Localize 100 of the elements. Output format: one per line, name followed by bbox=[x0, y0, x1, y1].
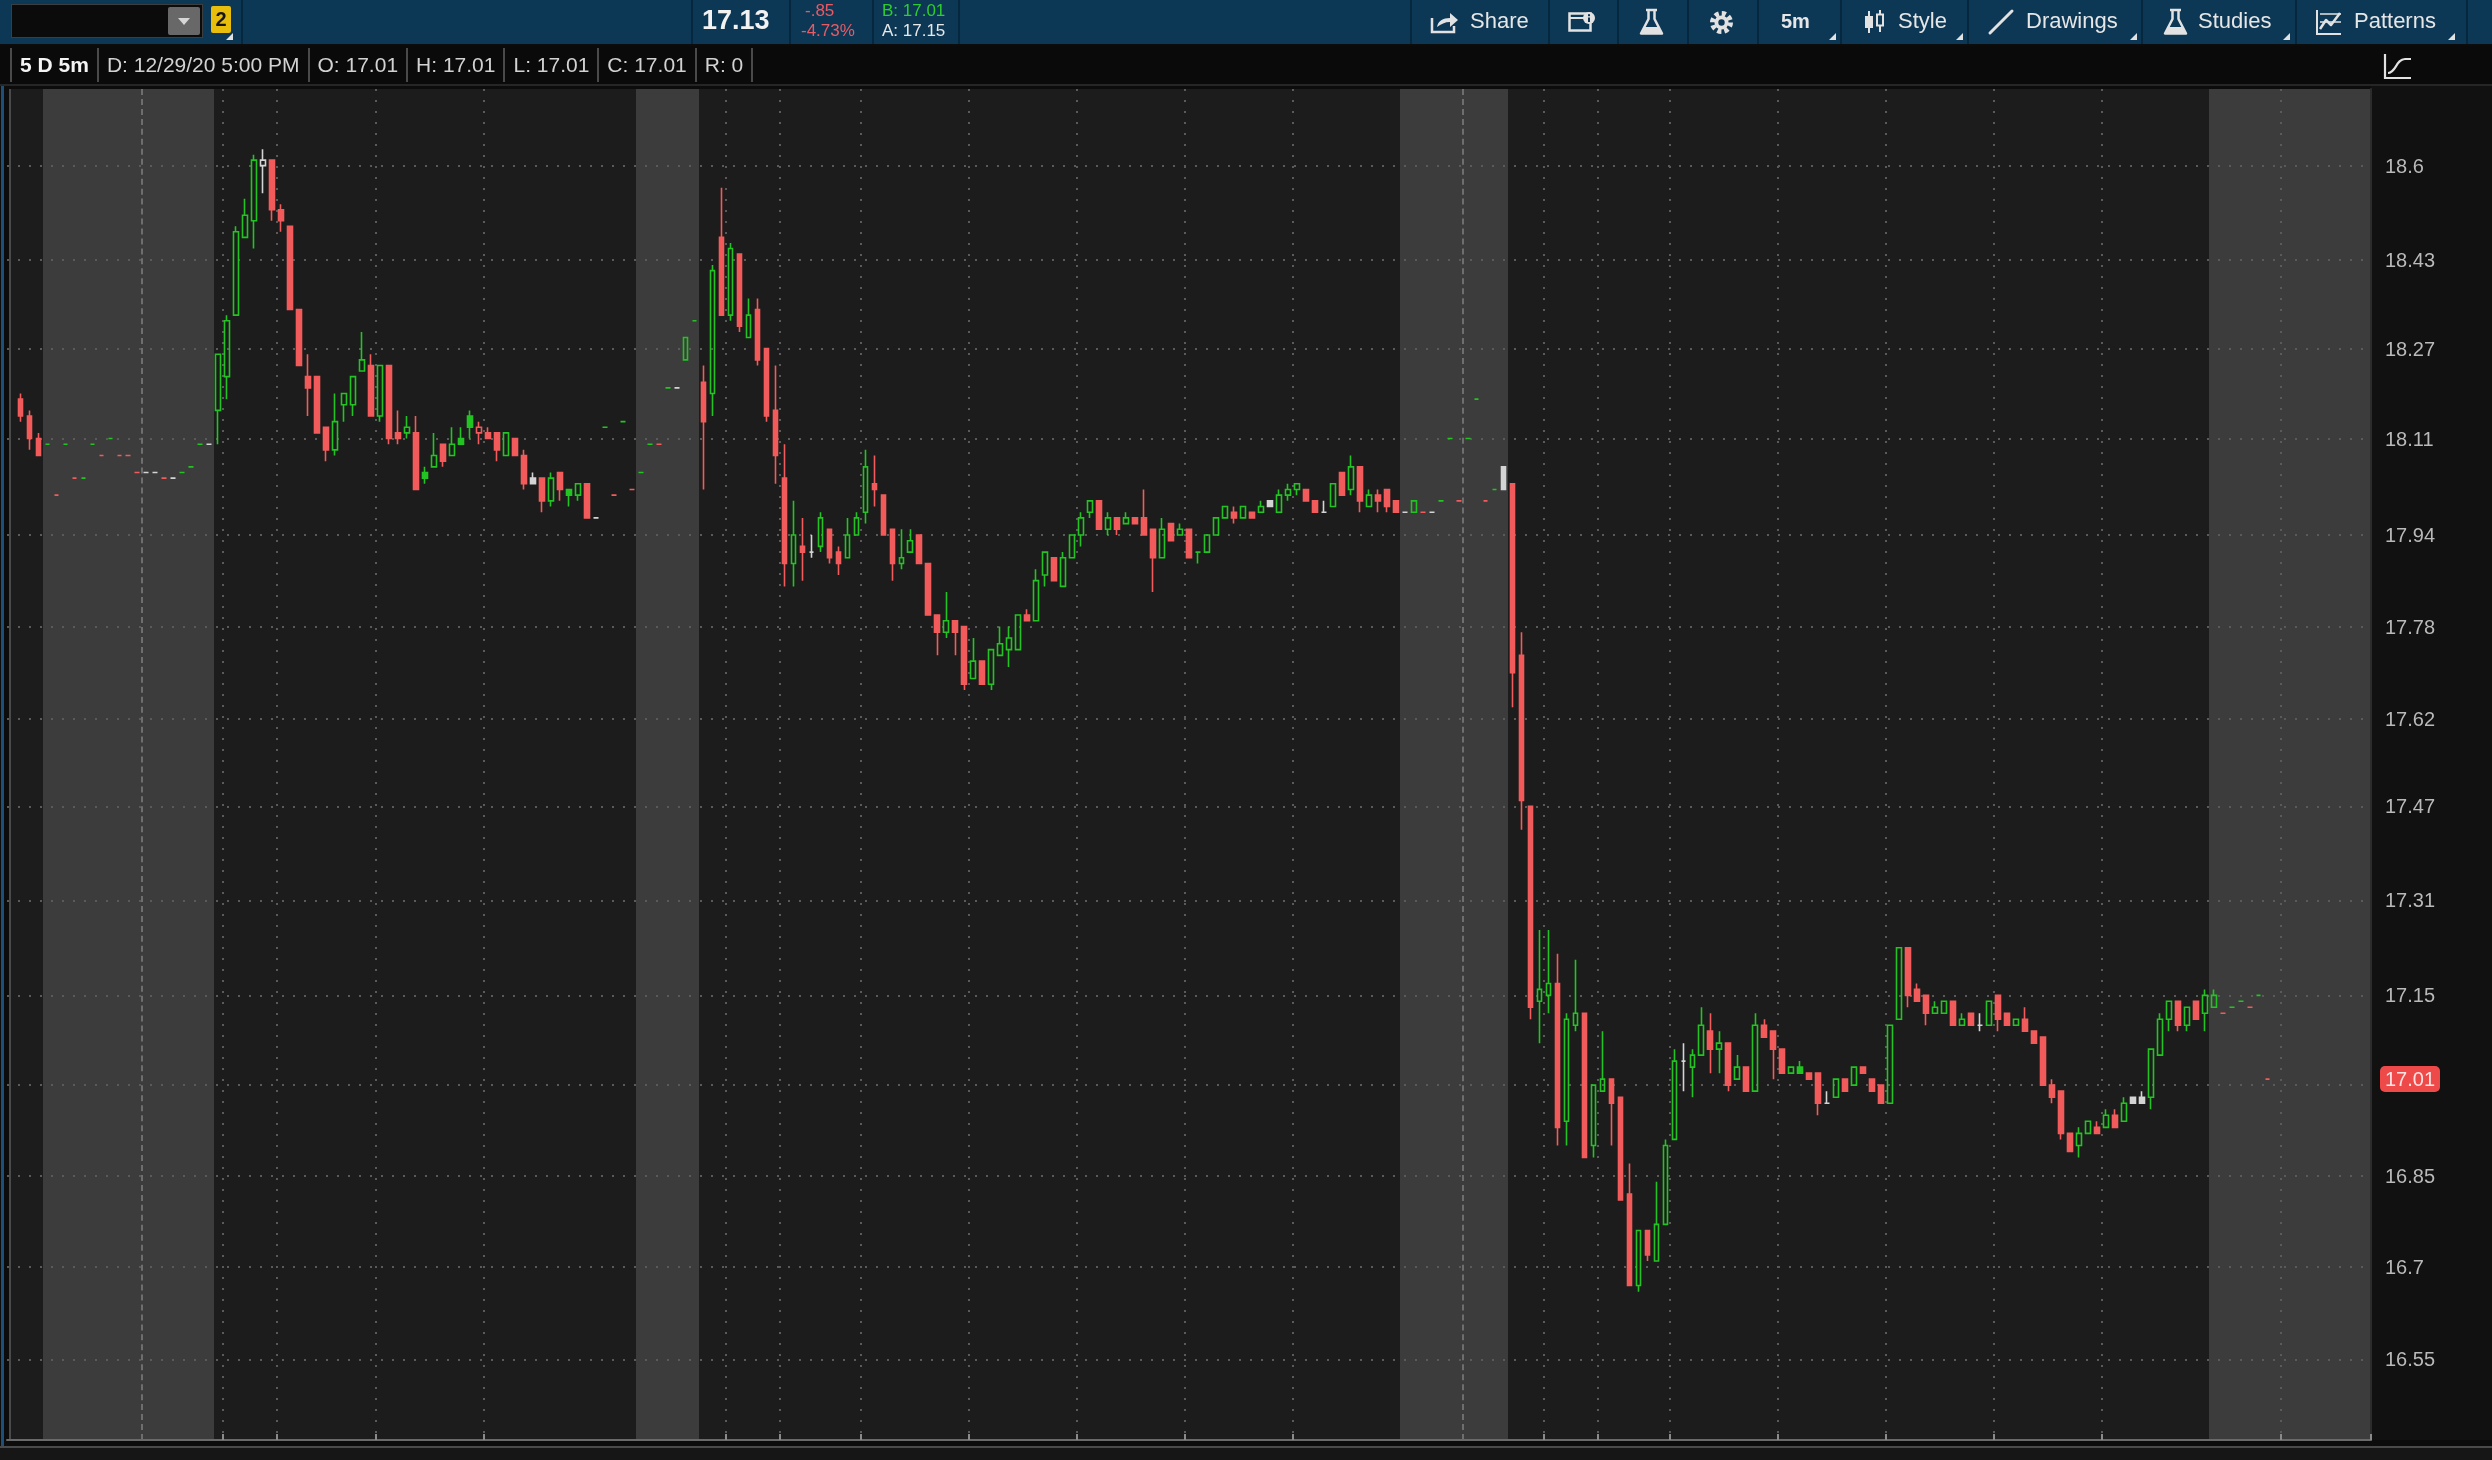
candlestick bbox=[1347, 454, 1355, 496]
text: 17.13 bbox=[702, 5, 770, 37]
y-tick-label: 17.47 bbox=[2385, 795, 2436, 818]
candlestick bbox=[376, 364, 384, 423]
candlestick bbox=[2210, 988, 2218, 1009]
candlestick bbox=[1149, 528, 1157, 593]
candlestick bbox=[1967, 1012, 1975, 1026]
candlestick bbox=[736, 253, 743, 333]
candlestick bbox=[1760, 1018, 1768, 1038]
candlestick bbox=[1230, 505, 1238, 525]
text: C: 17.01 bbox=[607, 52, 687, 78]
candlestick bbox=[2183, 1006, 2191, 1032]
candlestick bbox=[277, 203, 285, 233]
candlestick bbox=[2174, 1000, 2182, 1032]
candlestick bbox=[1509, 483, 1516, 709]
y-tick-label: 16.55 bbox=[2385, 1348, 2436, 1371]
candlestick bbox=[547, 471, 555, 508]
candlestick bbox=[1302, 488, 1310, 502]
text: H: 17.01 bbox=[416, 52, 496, 78]
candlestick bbox=[1590, 1084, 1597, 1159]
candlestick bbox=[340, 392, 348, 423]
candlestick bbox=[1994, 994, 2002, 1032]
y-tick-label: 18.43 bbox=[2385, 248, 2436, 271]
text: L: 17.01 bbox=[513, 52, 590, 78]
candlestick bbox=[987, 648, 995, 691]
candlestick bbox=[1958, 1012, 1966, 1026]
candlestick bbox=[763, 347, 770, 423]
candlestick bbox=[2012, 1018, 2020, 1026]
candlestick bbox=[1931, 1000, 1939, 1015]
text: 5m bbox=[1781, 10, 1810, 33]
candlestick bbox=[1635, 1229, 1642, 1293]
candlestick bbox=[385, 364, 393, 446]
text: -4.73% bbox=[801, 21, 855, 41]
candlestick bbox=[709, 264, 716, 417]
candlestick bbox=[1608, 1078, 1615, 1147]
y-tick-label: 18.11 bbox=[2385, 427, 2434, 450]
candlestick bbox=[727, 242, 734, 322]
text: 2 bbox=[211, 6, 231, 33]
candlestick bbox=[1392, 500, 1400, 514]
text: B: 17.01 bbox=[882, 1, 946, 21]
candlestick bbox=[1140, 488, 1148, 536]
candlestick bbox=[295, 308, 303, 367]
text: R: 0 bbox=[704, 52, 744, 78]
candlestick bbox=[1796, 1060, 1804, 1074]
candlestick bbox=[1410, 500, 1418, 514]
candlestick bbox=[304, 353, 312, 417]
y-tick-label: 17.62 bbox=[2385, 707, 2436, 730]
candlestick bbox=[241, 197, 249, 239]
candlestick bbox=[1680, 1042, 1687, 1092]
candlestick bbox=[1805, 1072, 1813, 1080]
candlestick bbox=[1041, 551, 1049, 588]
candlestick bbox=[1122, 511, 1130, 525]
candlestick bbox=[1005, 625, 1013, 668]
candlestick bbox=[2102, 1108, 2110, 1129]
candlestick bbox=[1275, 488, 1283, 514]
candlestick bbox=[394, 409, 402, 446]
candlestick bbox=[1320, 500, 1328, 514]
candlestick bbox=[322, 426, 330, 462]
text: Studies bbox=[2198, 8, 2272, 34]
candlestick bbox=[1904, 946, 1912, 1009]
candlestick bbox=[844, 517, 851, 559]
candlestick bbox=[2120, 1096, 2128, 1123]
candlestick bbox=[1221, 505, 1229, 519]
candlestick bbox=[1050, 557, 1058, 582]
candlestick bbox=[772, 364, 779, 485]
candlestick bbox=[484, 426, 492, 440]
candlestick bbox=[1859, 1066, 1867, 1074]
candlestick bbox=[448, 426, 456, 457]
candlestick bbox=[1599, 1030, 1606, 1092]
candlestick bbox=[1032, 568, 1040, 622]
candlestick bbox=[313, 375, 321, 434]
candlestick bbox=[1877, 1084, 1885, 1104]
candlestick bbox=[223, 314, 231, 400]
text: 17.01 bbox=[2380, 1066, 2441, 1093]
candlestick bbox=[1545, 929, 1552, 1015]
y-tick-label: 17.31 bbox=[2385, 889, 2436, 912]
candlestick bbox=[1626, 1162, 1633, 1287]
candlestick bbox=[1922, 994, 1930, 1026]
candlestick bbox=[853, 511, 860, 536]
candlestick bbox=[2129, 1096, 2137, 1104]
candlestick bbox=[2057, 1090, 2065, 1141]
text: Patterns bbox=[2354, 8, 2436, 34]
candlestick bbox=[1895, 946, 1903, 1021]
candlestick bbox=[871, 454, 878, 508]
y-tick-label: 18.6 bbox=[2385, 154, 2424, 177]
candlestick bbox=[2084, 1120, 2092, 1135]
candlestick bbox=[1671, 1048, 1678, 1141]
candlestick bbox=[2039, 1036, 2047, 1086]
candlestick bbox=[1913, 982, 1921, 1003]
candlestick bbox=[1194, 551, 1202, 565]
candlestick bbox=[1095, 500, 1103, 531]
candlestick bbox=[1742, 1066, 1750, 1092]
y-tick-label: 16.7 bbox=[2385, 1256, 2424, 1279]
candlestick bbox=[529, 471, 537, 485]
candlestick bbox=[799, 517, 806, 582]
y-tick-label: 17.78 bbox=[2385, 615, 2436, 638]
candlestick bbox=[1239, 505, 1247, 519]
candlestick bbox=[367, 353, 375, 417]
candlestick bbox=[565, 488, 573, 508]
candlestick bbox=[349, 375, 357, 417]
